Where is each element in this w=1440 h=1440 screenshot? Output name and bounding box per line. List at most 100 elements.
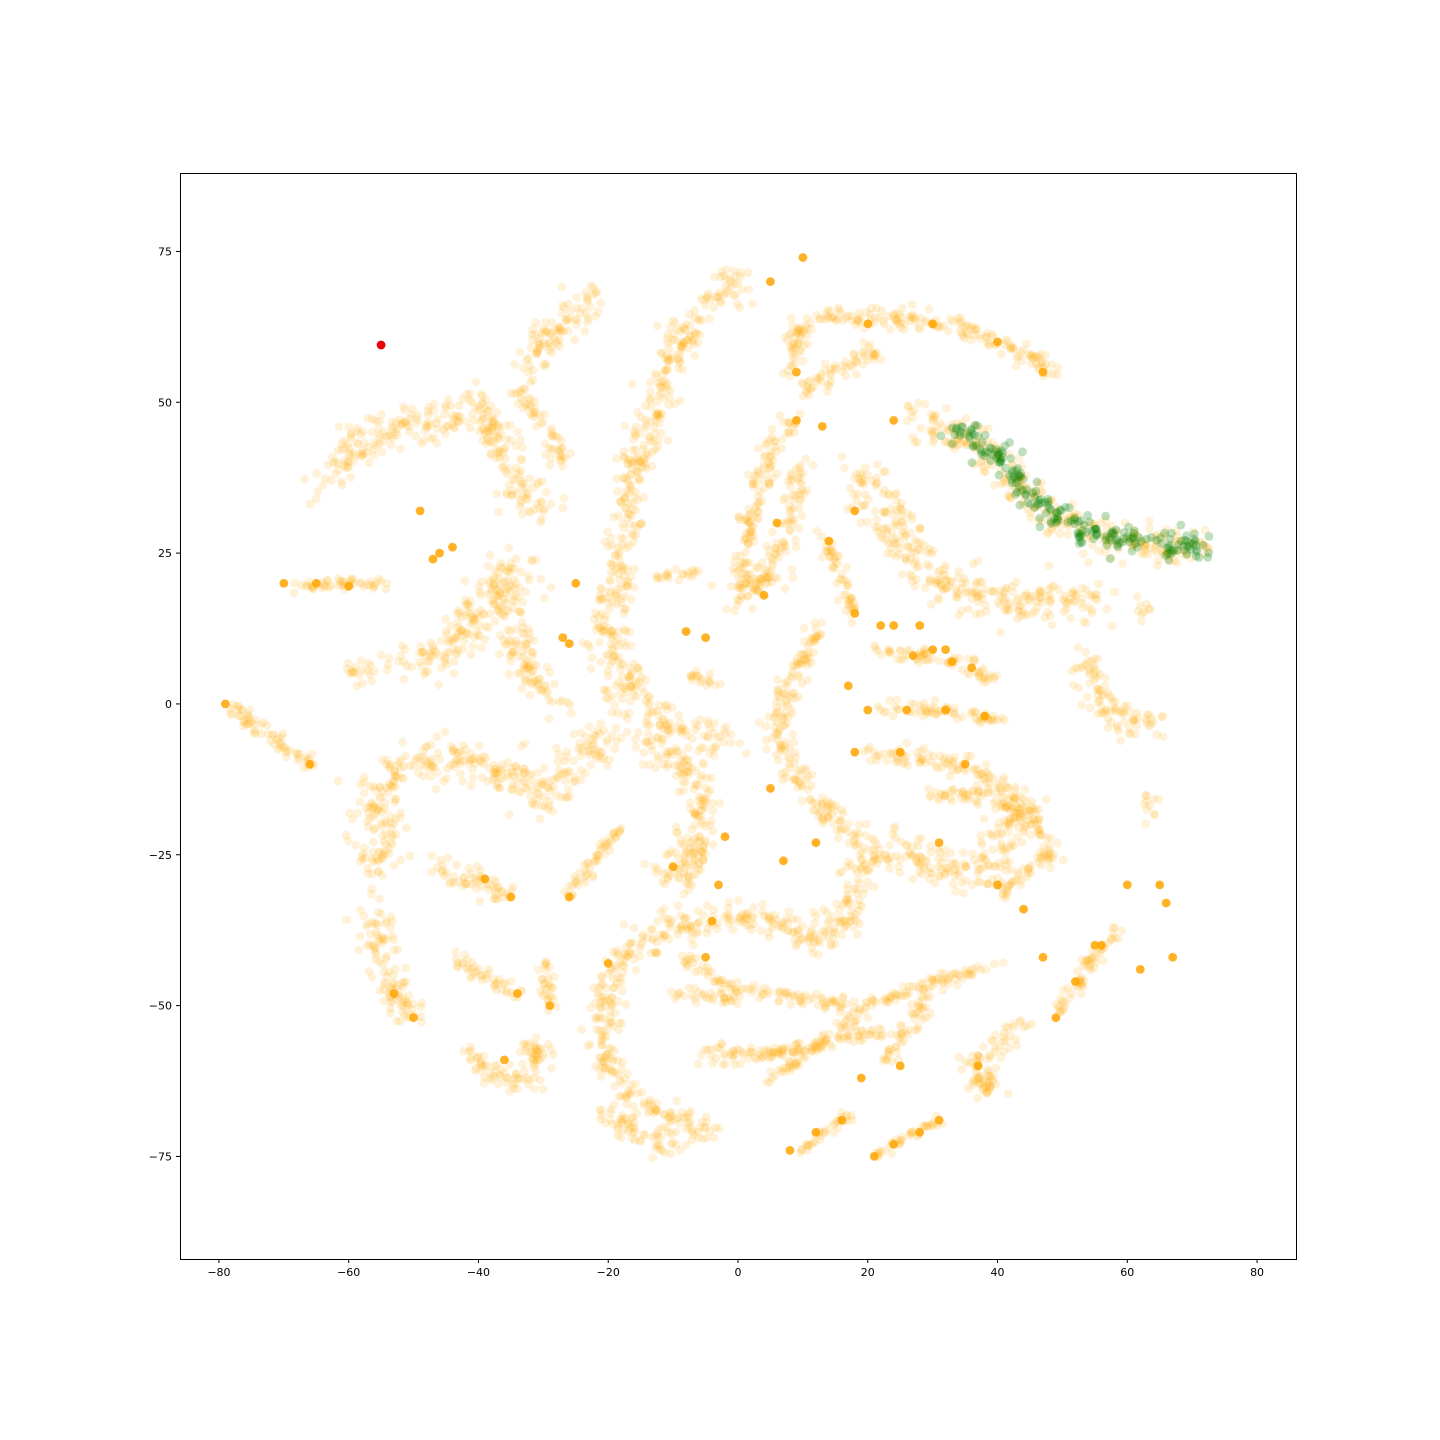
scatter-point [485,550,495,560]
scatter-point [489,415,498,425]
scatter-point [553,323,563,333]
scatter-point [522,640,532,650]
scatter-point [415,753,424,763]
scatter-point [504,543,514,553]
scatter-point [489,572,498,582]
scatter-point [997,775,1007,785]
scatter-point [346,433,356,443]
scatter-point [709,303,718,312]
scatter-point [525,690,535,700]
scatter-point [290,578,300,588]
scatter-point [996,628,1006,637]
scatter-point [541,326,551,335]
scatter-point [635,676,644,686]
scatter-point [534,339,544,349]
scatter-point [879,507,889,516]
scatter-point [494,567,504,577]
scatter-point [529,636,539,646]
scatter-point [693,671,703,681]
scatter-point [432,732,442,741]
scatter-point [339,460,349,470]
scatter-point [363,580,372,590]
scatter-point [555,323,565,333]
scatter-point [427,851,437,860]
scatter-point [586,760,596,770]
scatter-point [461,629,471,638]
scatter-point [559,326,569,336]
scatter-point [467,613,477,622]
scatter-point [526,402,536,411]
scatter-point [685,331,695,341]
scatter-point [449,759,458,769]
scatter-point [583,317,592,327]
scatter-point [697,847,707,857]
scatter-point [538,477,547,486]
scatter-point [639,1100,649,1110]
scatter-point [690,809,700,819]
scatter-point [632,1108,642,1118]
scatter-point [843,827,853,837]
scatter-point [478,609,488,618]
scatter-point [369,582,379,591]
scatter-point [584,746,594,756]
scatter-point [817,800,827,809]
scatter-point [590,856,600,866]
scatter-point [446,401,456,411]
scatter-point [469,614,479,623]
scatter-point [524,393,534,402]
scatter-point [583,296,592,306]
scatter-point [474,405,484,415]
scatter-point [237,705,247,714]
scatter-point [627,463,637,472]
scatter-point [511,579,521,589]
scatter-point [495,649,504,659]
scatter-point [903,401,913,411]
scatter-point [620,591,629,601]
scatter-point [934,871,944,881]
scatter-point [346,429,356,439]
scatter-point [245,705,255,715]
scatter-point [902,738,912,748]
scatter-point [337,580,347,589]
scatter-point [700,838,710,848]
scatter-point [524,575,534,585]
scatter-point [611,454,621,463]
scatter-point [645,377,655,387]
scatter-point [762,744,771,754]
scatter-point [354,945,364,955]
scatter-point [689,860,699,870]
scatter-point [398,418,408,428]
scatter-point [545,345,554,355]
scatter-point [482,1061,492,1071]
scatter-point [356,430,366,439]
scatter-point [674,575,684,585]
scatter-point [528,648,538,657]
scatter-point [879,708,889,717]
scatter-point [483,423,493,432]
scatter-point [367,884,377,894]
scatter-point [879,467,889,477]
scatter-point [525,400,535,409]
scatter-point [358,449,368,459]
scatter-point [708,806,718,816]
scatter-point [513,427,522,437]
scatter-point [633,523,642,533]
scatter-point [561,314,571,324]
scatter-point [497,463,507,472]
scatter-point [631,742,641,752]
scatter-point [529,408,539,417]
scatter-point [1044,561,1054,570]
scatter-point [414,648,424,658]
scatter-point [527,411,537,421]
scatter-point [364,458,374,468]
scatter-point [636,412,646,422]
scatter-point [854,352,864,362]
scatter-point [396,420,406,430]
scatter-point [382,755,392,765]
scatter-point [615,547,624,557]
scatter-point [625,455,634,464]
scatter-point [626,480,636,490]
scatter-point [885,696,894,705]
scatter-point [452,860,462,870]
scatter-point [625,939,635,948]
